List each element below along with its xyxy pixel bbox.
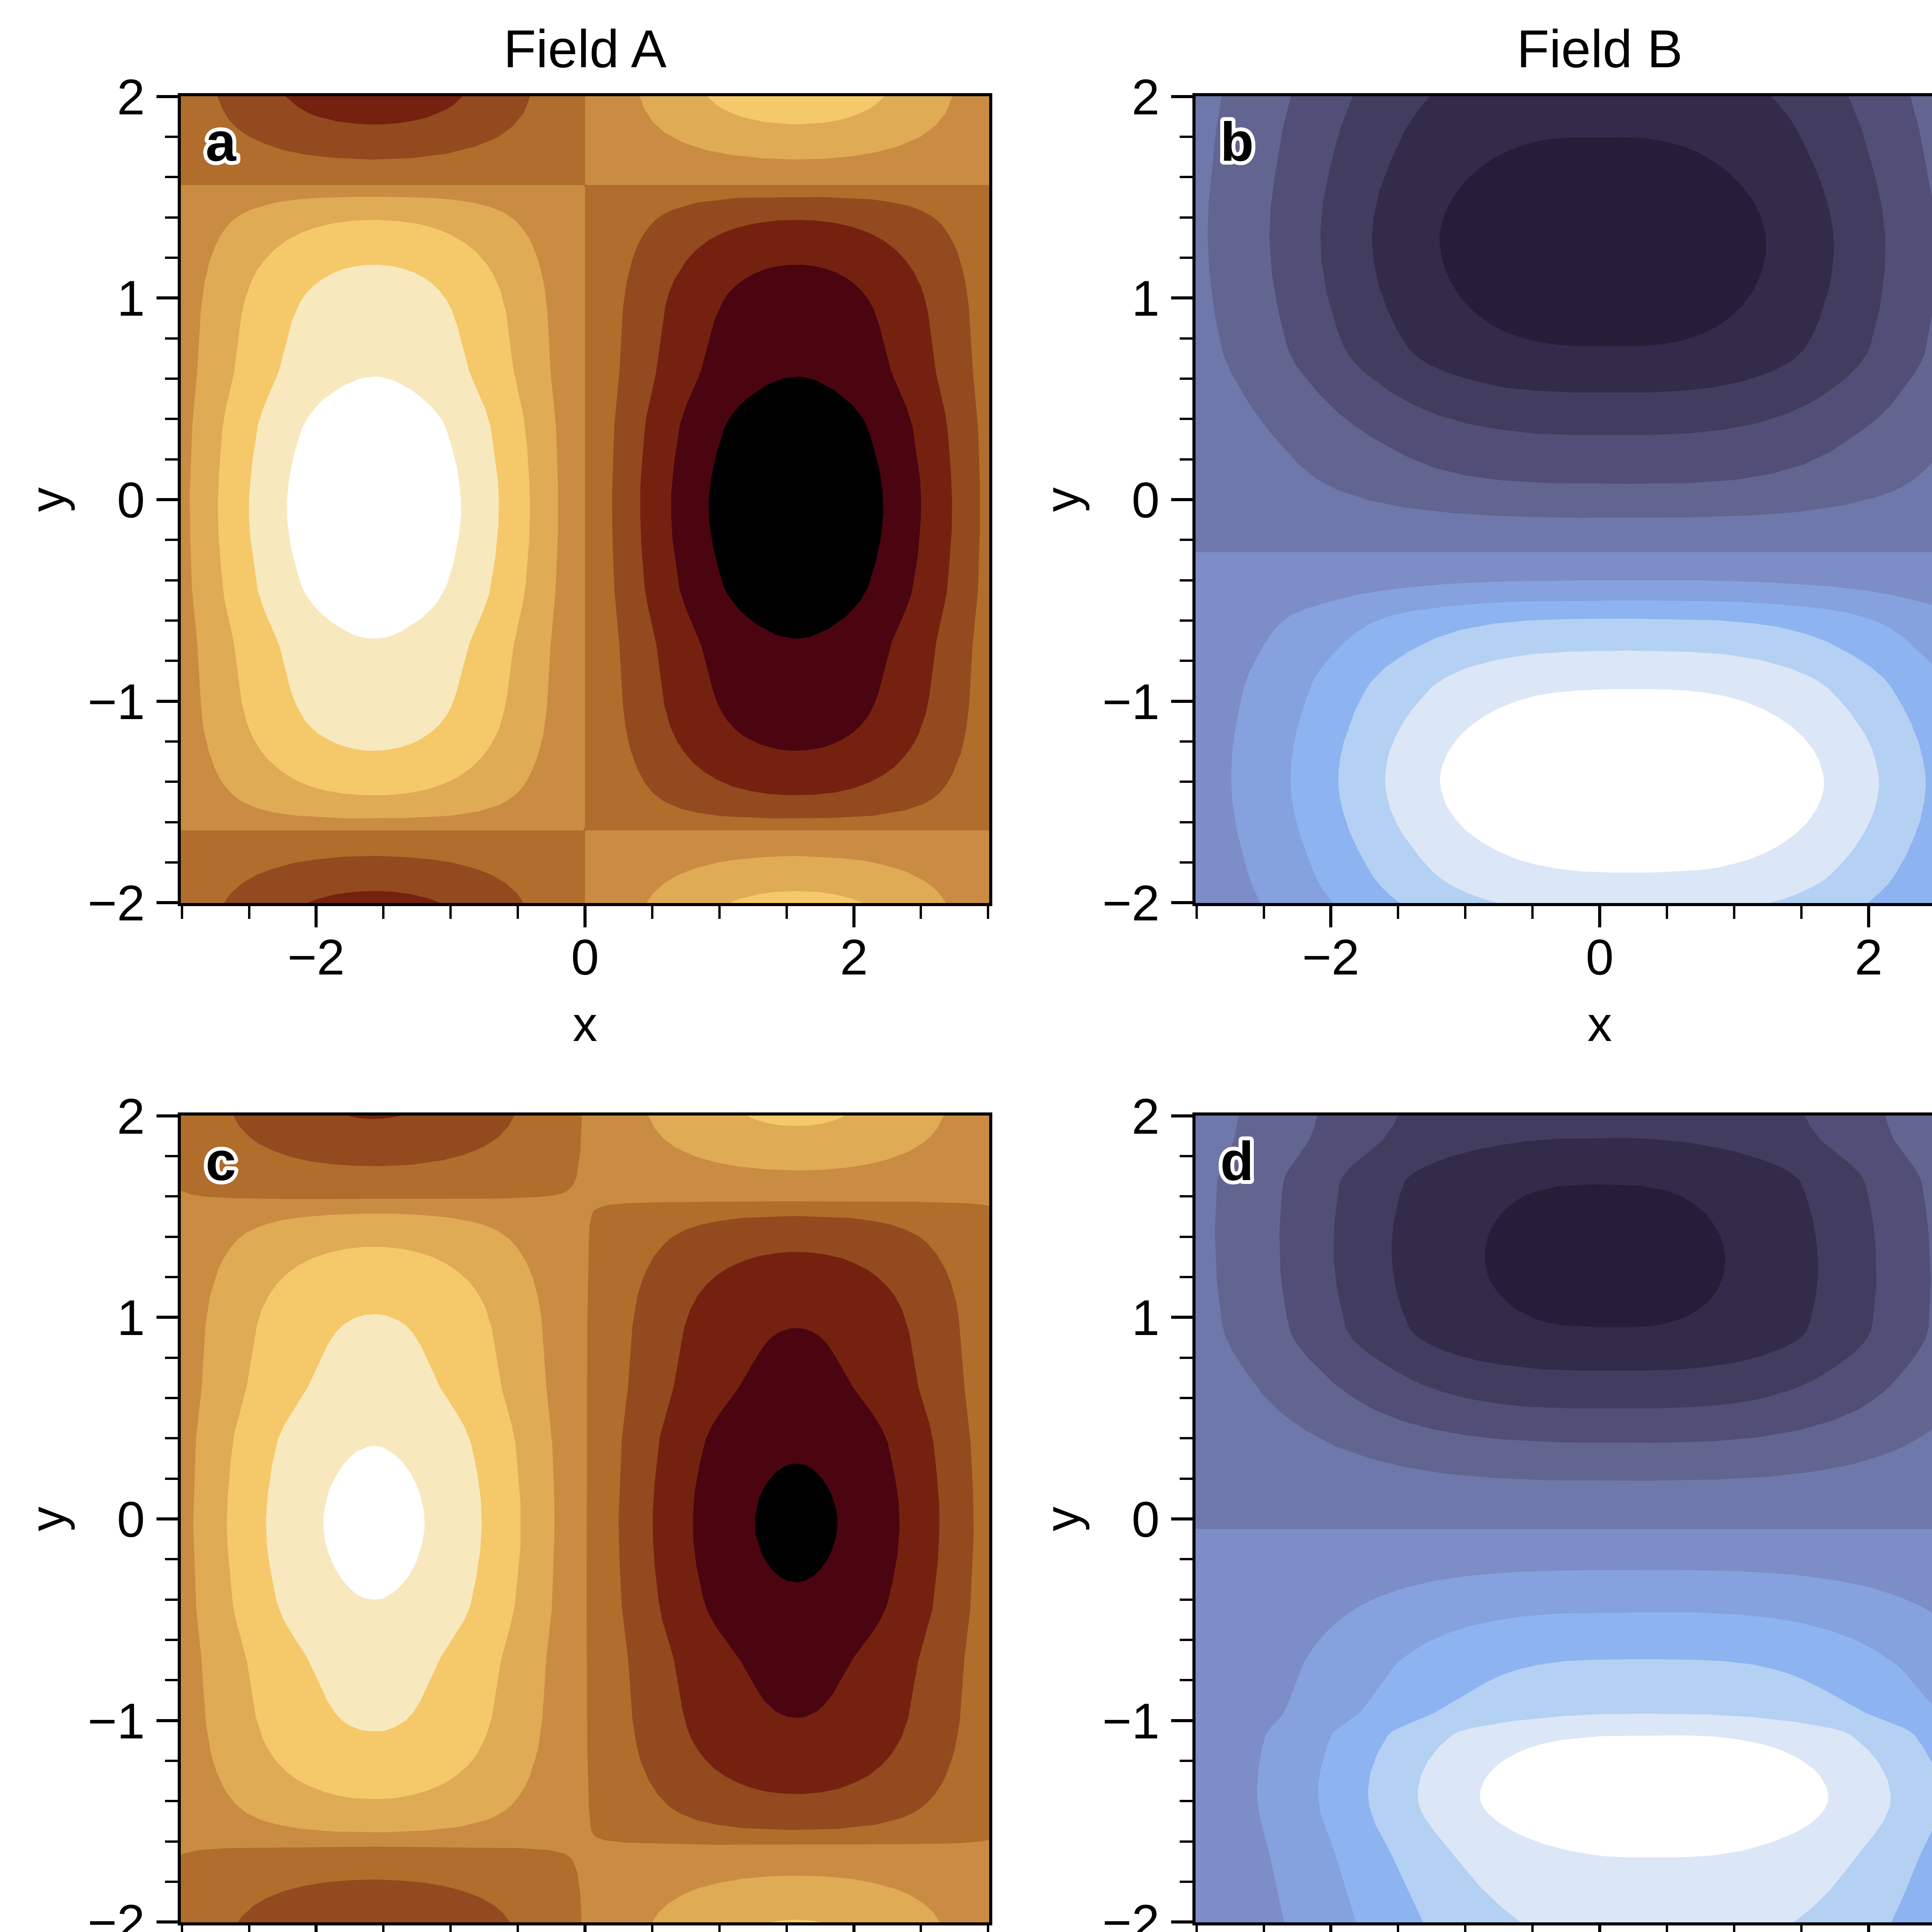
svg-text:0: 0 xyxy=(571,929,599,985)
svg-text:0: 0 xyxy=(117,472,145,528)
svg-text:x: x xyxy=(573,997,597,1051)
svg-text:a: a xyxy=(206,111,236,173)
svg-text:y: y xyxy=(20,487,75,512)
svg-text:2: 2 xyxy=(117,69,145,125)
svg-text:b: b xyxy=(1220,111,1254,173)
svg-text:0: 0 xyxy=(1132,472,1160,528)
svg-text:y: y xyxy=(1035,487,1090,512)
svg-text:−2: −2 xyxy=(1102,1894,1160,1932)
svg-text:x: x xyxy=(1587,997,1612,1051)
svg-text:−2: −2 xyxy=(1102,875,1160,931)
svg-text:−2: −2 xyxy=(88,1894,145,1932)
svg-text:Field B: Field B xyxy=(1517,19,1683,79)
svg-text:−1: −1 xyxy=(1102,673,1160,730)
svg-text:2: 2 xyxy=(1132,1088,1160,1145)
svg-text:y: y xyxy=(1035,1507,1090,1531)
svg-text:1: 1 xyxy=(117,1289,145,1346)
svg-text:−1: −1 xyxy=(88,673,145,730)
svg-text:y: y xyxy=(20,1507,75,1531)
svg-text:1: 1 xyxy=(1132,1289,1160,1346)
svg-text:2: 2 xyxy=(1855,929,1883,985)
svg-text:1: 1 xyxy=(117,270,145,327)
svg-text:−1: −1 xyxy=(88,1693,145,1749)
svg-text:d: d xyxy=(1220,1131,1254,1192)
svg-text:c: c xyxy=(206,1131,236,1192)
svg-text:2: 2 xyxy=(117,1088,145,1145)
svg-text:−2: −2 xyxy=(287,929,345,985)
svg-text:−2: −2 xyxy=(88,875,145,931)
svg-text:−2: −2 xyxy=(1302,929,1359,985)
svg-text:0: 0 xyxy=(1586,929,1614,985)
svg-text:1: 1 xyxy=(1132,270,1160,327)
svg-text:0: 0 xyxy=(117,1491,145,1548)
svg-text:2: 2 xyxy=(1132,69,1160,125)
svg-text:2: 2 xyxy=(840,929,868,985)
svg-text:Field A: Field A xyxy=(503,19,667,79)
svg-text:0: 0 xyxy=(1132,1491,1160,1548)
svg-text:−1: −1 xyxy=(1102,1693,1160,1749)
